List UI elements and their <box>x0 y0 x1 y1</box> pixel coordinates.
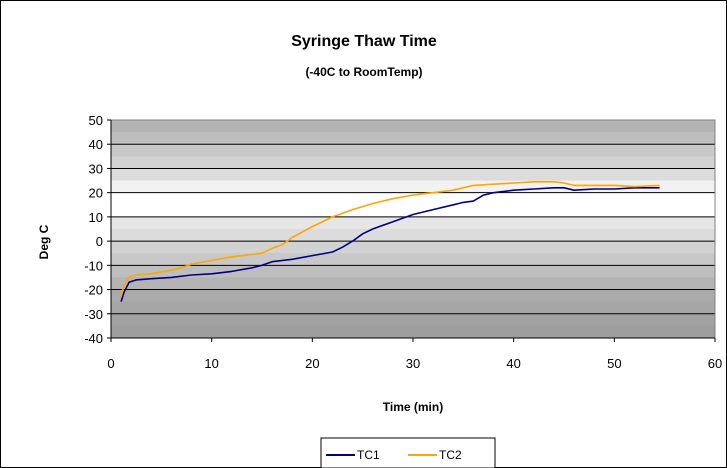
chart-subtitle: (-40C to RoomTemp) <box>305 65 422 79</box>
series-line-tc2 <box>120 181 660 297</box>
plot-band <box>111 120 715 133</box>
y-tick-label: 40 <box>89 137 103 152</box>
y-tick-label: 50 <box>89 113 103 128</box>
y-tick-label: -40 <box>84 331 103 346</box>
plot-band <box>111 192 715 206</box>
y-axis-title: Deg C <box>37 224 51 259</box>
plot-band <box>111 277 715 291</box>
plot-band <box>111 313 715 327</box>
x-tick-label: 20 <box>305 356 319 371</box>
x-tick-labels: 0 10 20 30 40 50 60 <box>107 356 722 371</box>
plot-band <box>111 265 715 278</box>
plot-band <box>111 289 715 303</box>
x-axis-title: Time (min) <box>383 400 443 414</box>
y-tick-label: -20 <box>84 283 103 298</box>
plot-band <box>111 216 715 230</box>
plot-bands <box>111 120 715 339</box>
plot-band <box>111 156 715 169</box>
y-tick-label: 10 <box>89 210 103 225</box>
y-tick-labels: -40 -30 -20 -10 0 10 20 30 40 50 <box>84 113 103 346</box>
y-tick-label: 0 <box>96 234 103 249</box>
legend-label-tc2: TC2 <box>439 448 462 462</box>
x-tick-label: 0 <box>107 356 114 371</box>
x-tick-label: 30 <box>406 356 420 371</box>
plot-band <box>111 180 715 194</box>
plot-band <box>111 144 715 157</box>
plot-band <box>111 301 715 315</box>
x-tick-label: 40 <box>506 356 520 371</box>
legend: TC1 TC2 <box>320 437 496 468</box>
plot-band <box>111 204 715 218</box>
legend-box <box>320 437 496 468</box>
gridlines <box>111 143 715 315</box>
plot-band <box>111 132 715 145</box>
legend-label-tc1: TC1 <box>357 448 380 462</box>
axes <box>107 119 716 342</box>
chart-title: Syringe Thaw Time <box>291 33 437 50</box>
y-tick-label: -10 <box>84 258 103 273</box>
x-tick-label: 50 <box>607 356 621 371</box>
plot-band <box>111 241 715 254</box>
plot-band <box>111 325 715 339</box>
plot-band <box>111 229 715 242</box>
y-tick-label: -30 <box>84 307 103 322</box>
y-tick-label: 30 <box>89 161 103 176</box>
series-layer <box>120 181 660 302</box>
x-tick-label: 10 <box>204 356 218 371</box>
y-tick-label: 20 <box>89 186 103 201</box>
series-line-tc1 <box>120 187 660 302</box>
x-tick-label: 60 <box>708 356 722 371</box>
plot-band <box>111 253 715 266</box>
plot-band <box>111 168 715 182</box>
